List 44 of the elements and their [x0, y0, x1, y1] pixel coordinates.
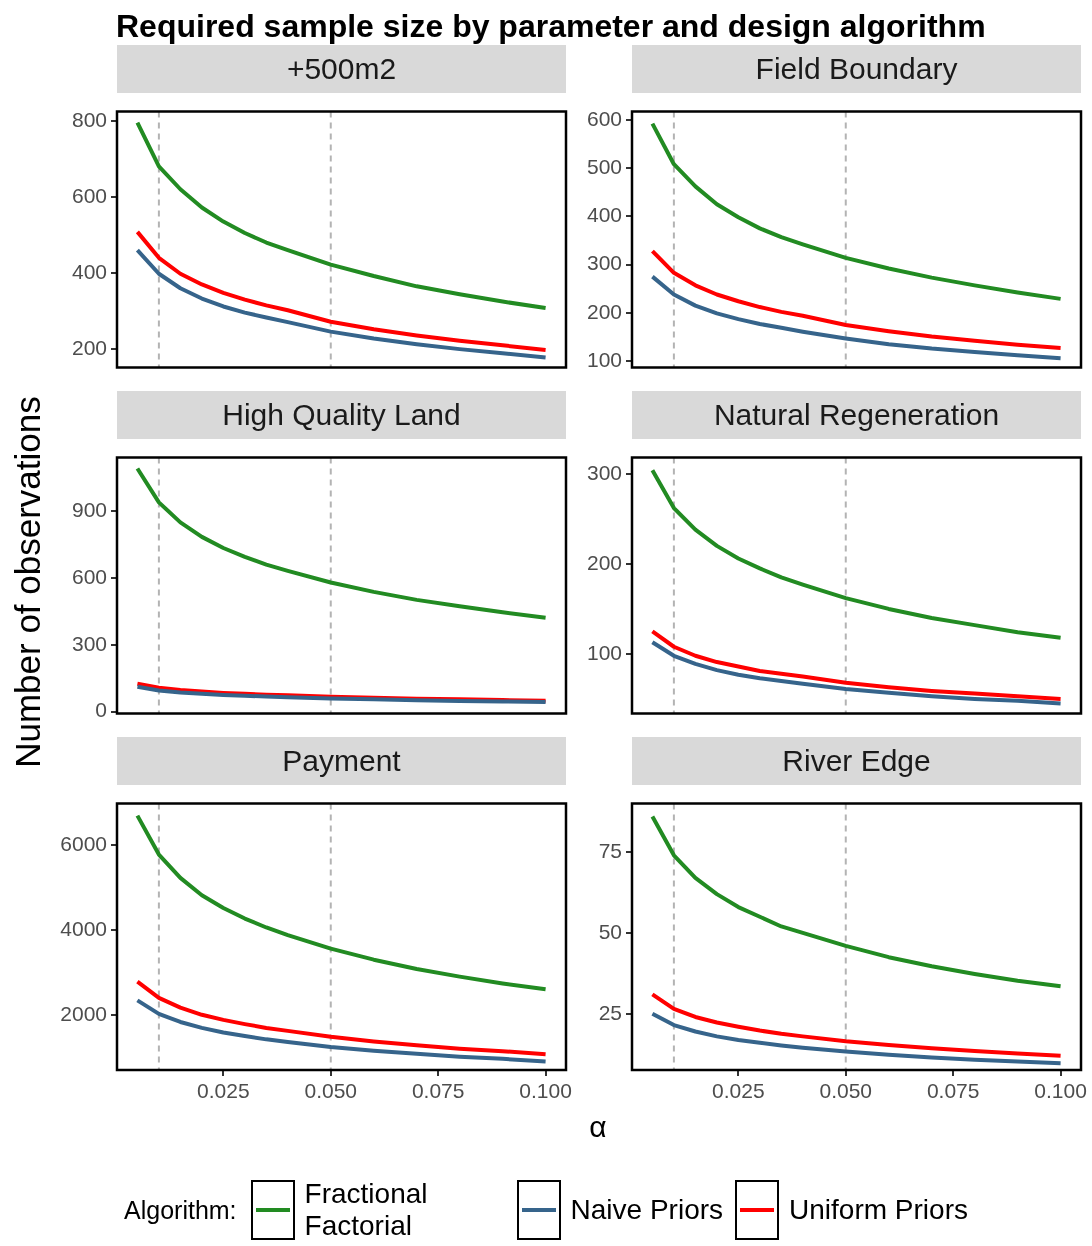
y-tick-label: 300: [586, 460, 622, 484]
y-tick-label: 600: [586, 106, 622, 130]
y-tick-label: 400: [586, 203, 622, 227]
legend-label: Naive Priors: [570, 1194, 724, 1226]
y-tick-label: 25: [598, 1000, 622, 1024]
y-axis-title: Number of observations: [8, 395, 48, 770]
legend-label: Fractional Factorial: [304, 1178, 429, 1242]
y-tick-label: 200: [71, 335, 107, 359]
x-axis-title: α: [588, 1110, 608, 1144]
y-tick-label: 2000: [60, 1001, 107, 1025]
y-tick-label: 800: [71, 107, 107, 131]
chart-subtitle: River Edge: [632, 737, 1081, 785]
y-tick-label: 200: [586, 299, 622, 323]
y-tick-label: 300: [586, 251, 622, 275]
chart-subtitle: High Quality Land: [117, 391, 566, 439]
legend-title: Algorithm:: [124, 1195, 237, 1225]
y-tick-label: 600: [71, 183, 107, 207]
x-tick-label: 0.050: [304, 1079, 358, 1103]
y-tick-label: 50: [598, 919, 622, 943]
y-tick-label: 6000: [60, 832, 107, 856]
y-tick-label: 0: [95, 698, 107, 722]
y-tick-label: 200: [586, 550, 622, 574]
y-tick-label: 900: [71, 498, 107, 522]
x-tick-label: 0.100: [519, 1079, 572, 1103]
x-tick-label: 0.025: [197, 1079, 250, 1103]
x-tick-label: 0.050: [819, 1079, 873, 1103]
y-tick-label: 600: [71, 564, 107, 588]
y-tick-label: 500: [586, 154, 622, 178]
y-tick-label: 100: [586, 640, 622, 664]
chart-subtitle: +500m2: [117, 45, 566, 93]
chart-subtitle: Payment: [117, 737, 566, 785]
x-tick-label: 0.075: [411, 1079, 465, 1103]
chart-subtitle: Natural Regeneration: [632, 391, 1081, 439]
x-tick-label: 0.100: [1034, 1079, 1087, 1103]
y-tick-label: 400: [71, 259, 107, 283]
chart-subtitle: Field Boundary: [632, 45, 1081, 93]
y-tick-label: 100: [586, 347, 622, 371]
legend-label: Uniform Priors: [789, 1194, 968, 1226]
x-tick-label: 0.025: [712, 1079, 765, 1103]
y-tick-label: 75: [598, 838, 622, 862]
chart-title: Required sample size by parameter and design algorithm: [116, 8, 986, 45]
y-tick-label: 300: [71, 631, 107, 655]
x-tick-label: 0.075: [926, 1079, 980, 1103]
y-tick-label: 4000: [60, 916, 107, 940]
